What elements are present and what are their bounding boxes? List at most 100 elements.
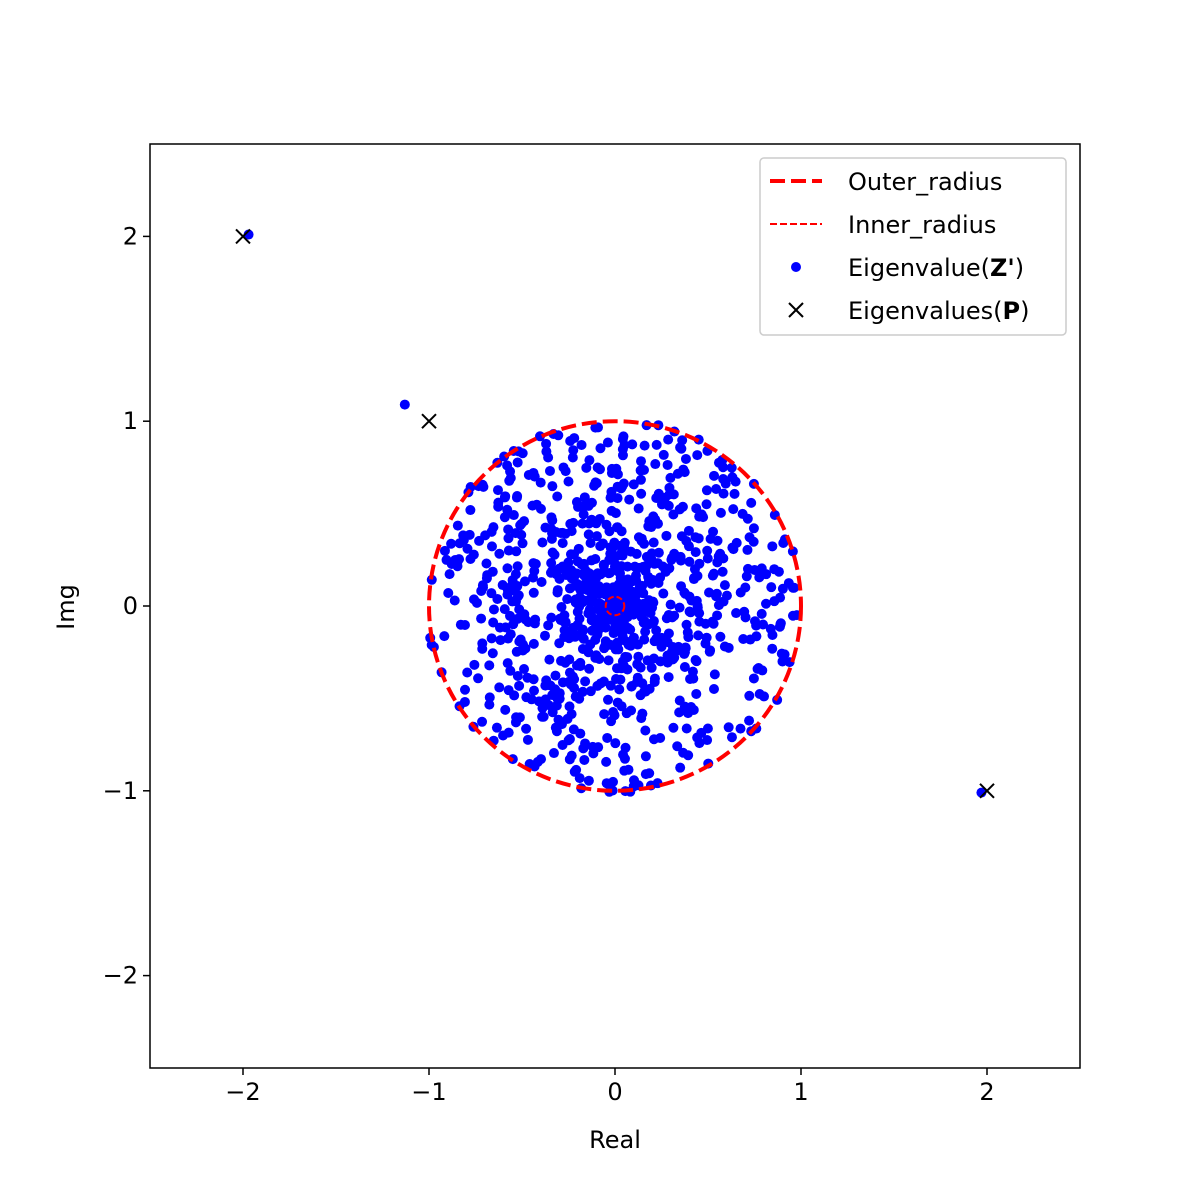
- eigenvalue-z-point: [681, 723, 692, 734]
- eigenvalue-z-point: [512, 614, 523, 625]
- eigenvalue-z-point: [521, 692, 532, 703]
- eigenvalue-z-point: [741, 571, 752, 582]
- eigenvalue-p-marker: [979, 783, 995, 799]
- eigenvalue-z-point: [574, 693, 585, 704]
- eigenvalue-z-point: [751, 620, 762, 631]
- eigenvalue-z-point: [742, 513, 753, 524]
- eigenvalue-z-point: [633, 651, 644, 662]
- eigenvalue-z-point: [539, 630, 550, 641]
- eigenvalue-z-point: [644, 516, 655, 527]
- eigenvalue-z-point: [503, 633, 514, 644]
- eigenvalue-z-point: [684, 556, 695, 567]
- eigenvalue-z-point: [713, 600, 724, 611]
- eigenvalue-z-point: [632, 672, 643, 683]
- eigenvalue-z-point: [580, 738, 591, 749]
- eigenvalue-z-point: [589, 480, 600, 491]
- eigenvalue-z-point: [594, 589, 605, 600]
- eigenvalue-z-point: [503, 545, 514, 556]
- y-axis-label: Img: [52, 584, 80, 630]
- eigenvalue-z-point: [563, 476, 574, 487]
- eigenvalue-z-point: [644, 768, 655, 779]
- eigenvalue-z-point: [528, 587, 539, 598]
- eigenvalue-z-point: [523, 469, 534, 480]
- eigenvalue-z-point: [653, 488, 664, 499]
- eigenvalue-z-point: [511, 546, 522, 557]
- eigenvalue-z-point: [593, 601, 604, 612]
- eigenvalue-z-point: [598, 560, 609, 571]
- eigenvalue-z-point: [608, 776, 619, 787]
- eigenvalue-z-point: [569, 674, 580, 685]
- eigenvalue-z-point: [507, 575, 518, 586]
- eigenvalue-z-point: [626, 681, 637, 692]
- eigenvalue-z-point: [690, 532, 701, 543]
- eigenvalue-z-point: [618, 616, 629, 627]
- eigenvalue-z-point: [630, 570, 641, 581]
- eigenvalue-z-point: [674, 695, 685, 706]
- eigenvalue-z-point: [557, 538, 568, 549]
- eigenvalue-z-point: [628, 609, 639, 620]
- eigenvalue-p-stroke: [979, 783, 995, 799]
- eigenvalue-p-marker: [421, 413, 437, 429]
- eigenvalue-z-point: [528, 674, 539, 685]
- eigenvalue-z-point: [748, 523, 759, 534]
- eigenvalue-z-point: [524, 759, 535, 770]
- eigenvalue-z-point: [469, 659, 480, 670]
- eigenvalue-z-point: [602, 732, 613, 743]
- eigenvalue-z-point: [742, 563, 753, 574]
- eigenvalue-z-point: [566, 709, 577, 720]
- eigenvalue-z-point: [564, 701, 575, 712]
- eigenvalue-z-point: [513, 590, 524, 601]
- eigenvalue-z-point: [626, 705, 637, 716]
- eigenvalue-z-point: [505, 665, 516, 676]
- legend-box: [759, 157, 1067, 336]
- eigenvalue-z-point: [663, 609, 674, 620]
- eigenvalue-z-point: [577, 624, 588, 635]
- eigenvalue-z-point: [636, 535, 647, 546]
- eigenvalue-z-point: [617, 434, 628, 445]
- eigenvalue-z-point: [661, 530, 672, 541]
- eigenvalue-z-point: [701, 499, 712, 510]
- eigenvalue-z-point: [554, 688, 565, 699]
- eigenvalue-z-point: [729, 488, 740, 499]
- eigenvalue-z-point: [514, 680, 525, 691]
- eigenvalue-z-point: [460, 684, 471, 695]
- eigenvalue-z-point: [761, 569, 772, 580]
- eigenvalue-z-point: [731, 608, 742, 619]
- eigenvalue-z-point: [636, 488, 647, 499]
- eigenvalue-z-point: [579, 500, 590, 511]
- eigenvalue-z-point: [721, 590, 732, 601]
- eigenvalue-z-point: [742, 544, 753, 555]
- eigenvalue-z-point: [692, 600, 703, 611]
- eigenvalue-z-point: [604, 567, 615, 578]
- eigenvalue-z-point: [667, 552, 678, 563]
- legend-inner-radius-label: Inner_radius: [848, 211, 996, 239]
- eigenvalue-z-point: [665, 472, 676, 483]
- eigenvalue-z-point: [744, 532, 755, 543]
- eigenvalue-z-point: [617, 481, 628, 492]
- eigenvalue-z-point: [494, 622, 505, 633]
- x-tick-label: 1: [793, 1078, 808, 1106]
- eigenvalue-z-point: [751, 631, 762, 642]
- eigenvalue-z-point: [514, 636, 525, 647]
- eigenvalue-z-point: [657, 561, 668, 572]
- eigenvalue-z-point: [610, 615, 621, 626]
- eigenvalue-z-point: [522, 734, 533, 745]
- eigenvalue-z-point: [528, 558, 539, 569]
- eigenvalue-z-point: [711, 588, 722, 599]
- eigenvalue-z-point: [726, 462, 737, 473]
- eigenvalue-z-point: [500, 491, 511, 502]
- eigenvalue-z-point: [536, 577, 547, 588]
- eigenvalue-z-point: [484, 692, 495, 703]
- eigenvalue-z-point: [497, 580, 508, 591]
- eigenvalue-z-point: [601, 756, 612, 767]
- y-tick-label: 2: [123, 222, 138, 250]
- eigenvalue-z-point: [691, 570, 702, 581]
- eigenvalue-z-point: [481, 558, 492, 569]
- eigenvalue-z-point: [668, 722, 679, 733]
- eigenvalue-z-point: [590, 422, 601, 433]
- eigenvalue-z-point: [761, 598, 772, 609]
- eigenvalue-z-point: [528, 638, 539, 649]
- eigenvalue-z-point: [511, 646, 522, 657]
- eigenvalue-z-point: [680, 453, 691, 464]
